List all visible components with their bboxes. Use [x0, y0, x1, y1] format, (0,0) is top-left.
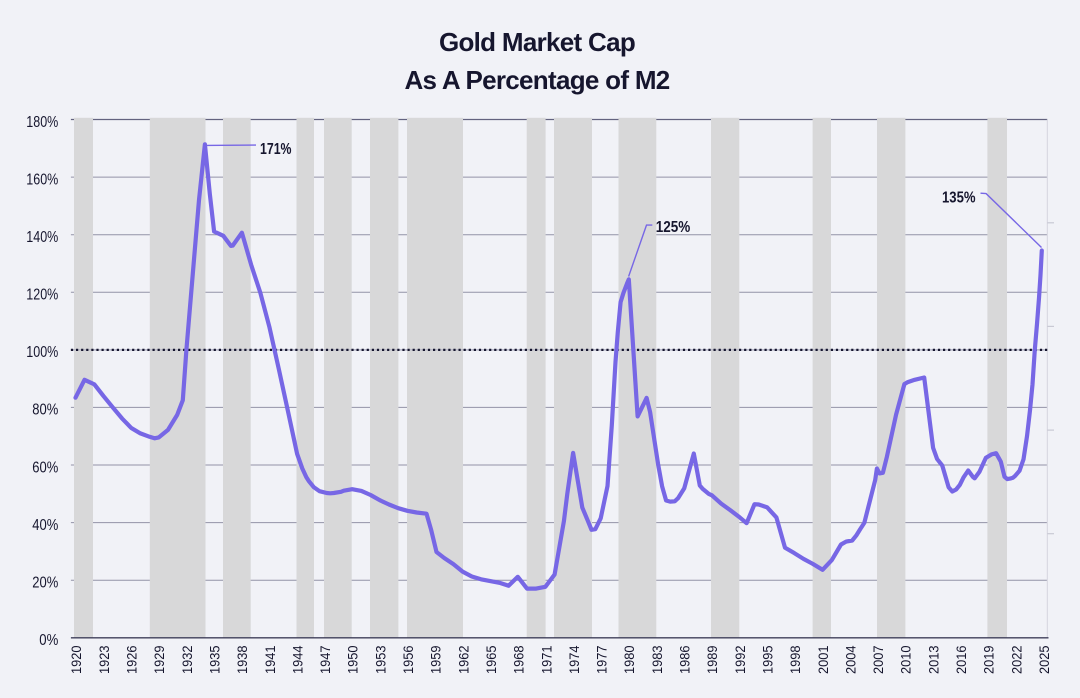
svg-text:2007: 2007: [870, 645, 886, 674]
svg-text:160%: 160%: [26, 171, 58, 188]
svg-text:135%: 135%: [942, 189, 976, 206]
svg-text:1935: 1935: [207, 645, 223, 674]
svg-text:2025: 2025: [1036, 645, 1052, 674]
svg-text:1974: 1974: [566, 645, 582, 674]
svg-text:2010: 2010: [898, 645, 914, 674]
svg-text:1923: 1923: [96, 645, 112, 674]
svg-text:2004: 2004: [842, 645, 858, 674]
svg-text:2022: 2022: [1008, 645, 1024, 674]
svg-text:1968: 1968: [511, 645, 527, 674]
svg-text:40%: 40%: [32, 517, 58, 534]
svg-text:1998: 1998: [787, 645, 803, 674]
svg-text:1977: 1977: [594, 645, 610, 674]
svg-text:120%: 120%: [26, 287, 58, 304]
svg-text:80%: 80%: [32, 402, 58, 419]
svg-text:1941: 1941: [262, 645, 278, 674]
svg-text:1953: 1953: [372, 645, 388, 674]
svg-text:2019: 2019: [981, 645, 997, 674]
svg-text:180%: 180%: [26, 114, 58, 131]
svg-text:0%: 0%: [39, 632, 58, 649]
svg-text:171%: 171%: [260, 141, 292, 158]
svg-text:1971: 1971: [538, 645, 554, 674]
svg-text:1956: 1956: [400, 645, 416, 674]
svg-text:1992: 1992: [732, 645, 748, 674]
svg-text:2001: 2001: [815, 645, 831, 674]
svg-text:Gold Market Cap: Gold Market Cap: [439, 27, 635, 57]
svg-text:1983: 1983: [649, 645, 665, 674]
svg-text:1989: 1989: [704, 645, 720, 674]
svg-text:2013: 2013: [925, 645, 941, 674]
svg-text:1986: 1986: [677, 645, 693, 674]
svg-text:1950: 1950: [345, 645, 361, 674]
svg-text:1920: 1920: [68, 645, 84, 674]
svg-text:1932: 1932: [179, 645, 195, 674]
svg-text:2016: 2016: [953, 645, 969, 674]
svg-text:As A Percentage of M2: As A Percentage of M2: [404, 65, 669, 95]
svg-text:100%: 100%: [26, 344, 58, 361]
svg-text:1947: 1947: [317, 645, 333, 674]
svg-text:1980: 1980: [621, 645, 637, 674]
svg-text:140%: 140%: [26, 229, 58, 246]
svg-text:1944: 1944: [289, 645, 305, 674]
svg-text:60%: 60%: [32, 459, 58, 476]
svg-text:1929: 1929: [151, 645, 167, 674]
svg-text:1965: 1965: [483, 645, 499, 674]
svg-text:1926: 1926: [124, 645, 140, 674]
svg-text:125%: 125%: [656, 219, 691, 236]
svg-text:20%: 20%: [32, 575, 58, 592]
svg-text:1938: 1938: [234, 645, 250, 674]
svg-text:1962: 1962: [455, 645, 471, 674]
svg-text:1995: 1995: [760, 645, 776, 674]
svg-text:1959: 1959: [428, 645, 444, 674]
